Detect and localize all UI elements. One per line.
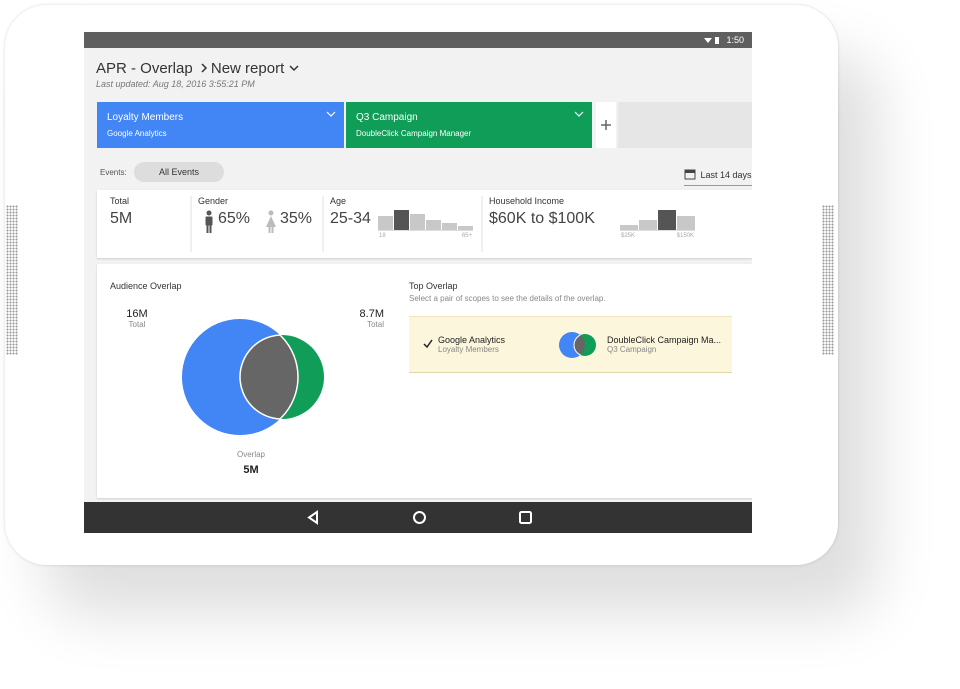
events-label: Events:: [100, 168, 127, 177]
summary-card: 18 65+ $25K $150K Total 5M Gender 65% 35% A…: [97, 190, 752, 258]
histogram-bar: [639, 220, 657, 230]
right-scope-sub: Q3 Campaign: [607, 345, 657, 354]
histogram-bar: [410, 214, 425, 230]
left-scope-sub: Loyalty Members: [438, 345, 499, 354]
histogram-bar: [378, 216, 393, 230]
histogram-bar: [394, 210, 409, 230]
histogram-bar: [658, 210, 676, 230]
histogram-bar: [677, 216, 695, 230]
age-label: Age: [330, 196, 347, 206]
venn-intersection: [573, 333, 585, 357]
male-icon: [205, 210, 213, 233]
histogram-bar: [442, 223, 457, 230]
top-overlap-title: Top Overlap: [409, 281, 458, 291]
segment-name: Q3 Campaign: [356, 112, 418, 123]
left-value: 16M: [126, 308, 148, 320]
last-updated: Last updated: Aug 18, 2016 3:55:21 PM: [96, 79, 255, 89]
income-value: $60K to $100K: [489, 210, 595, 227]
status-bar: 1:50: [84, 32, 752, 48]
speaker: [6, 205, 18, 355]
segment-source: DoubleClick Campaign Manager: [356, 129, 472, 138]
overlap-value: 5M: [243, 464, 259, 476]
home-button[interactable]: [412, 510, 427, 525]
overlap-row[interactable]: Google Analytics Loyalty Members DoubleC…: [409, 316, 732, 373]
tab-chevron: [326, 111, 336, 117]
separator: [201, 63, 207, 73]
age-value: 25-34: [330, 210, 371, 227]
segment-tab[interactable]: Q3 Campaign DoubleClick Campaign Manager: [346, 102, 592, 148]
tab-chevron: [574, 111, 584, 117]
histogram-bar: [426, 220, 441, 230]
axis-label: $150K: [677, 233, 694, 239]
axis-label: $25K: [621, 233, 635, 239]
screen: 1:50 APR - Overlap New report Last updat…: [84, 32, 752, 533]
left-total: 16M Total: [117, 308, 157, 329]
overlap-center: Overlap 5M: [211, 450, 291, 476]
income-label: Household Income: [489, 196, 565, 206]
summary-graphics: 18 65+ $25K $150K: [190, 196, 695, 252]
segment-source: Google Analytics: [107, 129, 167, 138]
add-segment[interactable]: [596, 102, 616, 148]
back-button[interactable]: [306, 510, 320, 525]
total-label: Total: [110, 196, 130, 206]
female-icon: [266, 210, 276, 233]
date-range-text: Last 14 days:: [700, 170, 752, 180]
time: 1:50: [726, 35, 744, 45]
segment-tab[interactable]: Loyalty Members Google Analytics: [97, 102, 344, 148]
female-share: 35%: [280, 210, 313, 227]
left-scope-name: Google Analytics: [438, 335, 506, 345]
histogram-bar: [620, 225, 638, 230]
overlap-card: Audience Overlap 16M Total 8.7M Total Ov…: [97, 264, 752, 498]
report-title[interactable]: APR - Overlap New report: [96, 60, 300, 77]
right-value: 8.7M: [359, 308, 384, 320]
overlap-title: Audience Overlap: [110, 281, 182, 291]
plus-icon: [601, 120, 611, 130]
mini-venn: [559, 332, 596, 358]
overlap-label: Overlap: [236, 450, 265, 459]
tab-filler: [618, 102, 752, 148]
date-range[interactable]: Last 14 days:: [684, 165, 752, 186]
title: APR - Overlap: [96, 60, 193, 77]
recents-button[interactable]: [518, 510, 533, 525]
segment-name: Loyalty Members: [107, 112, 184, 123]
dropdown-icon: [289, 65, 299, 72]
events-chip[interactable]: All Events: [134, 162, 224, 182]
breadcrumb: New report: [210, 60, 285, 77]
axis-label: 65+: [462, 233, 473, 239]
right-total: 8.7M Total: [344, 308, 384, 329]
speaker: [822, 205, 834, 355]
axis-label: 18: [379, 233, 386, 239]
right-scope-name: DoubleClick Campaign Ma...: [607, 335, 722, 345]
top-overlap-hint: Select a pair of scopes to see the detai…: [409, 294, 606, 303]
check-icon: [423, 339, 433, 349]
venn-edge: [240, 335, 299, 419]
nav-bar: [84, 502, 752, 533]
male-share: 65%: [218, 210, 251, 227]
total-value: 5M: [110, 210, 133, 227]
status-icons: [704, 37, 719, 44]
gender-label: Gender: [198, 196, 229, 206]
left-label: Total: [128, 320, 146, 329]
histogram-bar: [458, 226, 473, 230]
venn-diagram: [182, 319, 324, 435]
calendar-icon: [684, 169, 696, 180]
right-label: Total: [367, 320, 384, 329]
